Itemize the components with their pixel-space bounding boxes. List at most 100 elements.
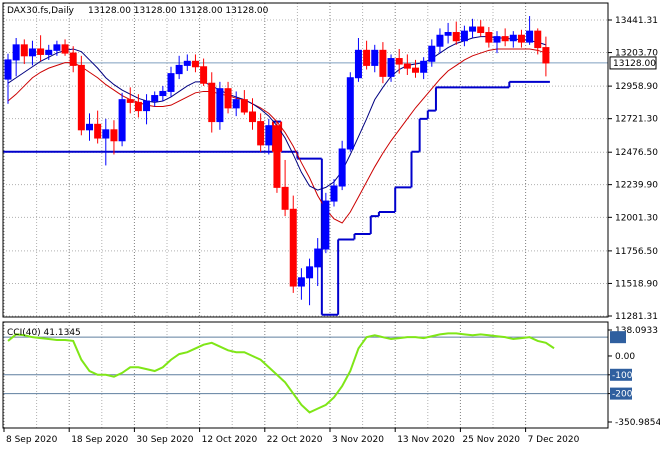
candle bbox=[306, 258, 314, 306]
candle bbox=[420, 57, 428, 80]
candle-body bbox=[126, 99, 134, 103]
candle bbox=[134, 94, 142, 118]
candle-body bbox=[77, 64, 85, 131]
candle bbox=[509, 31, 517, 48]
candle bbox=[249, 98, 256, 130]
candle-body bbox=[102, 129, 110, 139]
x-tick-label: 30 Sep 2020 bbox=[136, 435, 193, 445]
price-panel-frame bbox=[2, 2, 609, 318]
cci-y-tick-label: -200 bbox=[612, 390, 633, 400]
grid bbox=[3, 3, 608, 428]
current-price-label: 13128.00 bbox=[613, 59, 656, 69]
candle bbox=[191, 54, 199, 73]
candle bbox=[143, 94, 151, 125]
candle bbox=[69, 46, 77, 73]
candle-body bbox=[249, 111, 256, 123]
y-tick-label: 12721.30 bbox=[615, 115, 658, 125]
cci-y-tick-label: -100 bbox=[612, 371, 633, 381]
candle bbox=[526, 16, 534, 45]
x-tick-label: 7 Dec 2020 bbox=[528, 435, 580, 445]
candle bbox=[501, 28, 509, 47]
candle bbox=[460, 25, 468, 47]
candle bbox=[240, 90, 248, 115]
candle-body bbox=[403, 63, 411, 69]
y-tick-label: 12001.30 bbox=[615, 213, 658, 223]
candle-body bbox=[493, 36, 501, 43]
candle-body bbox=[542, 47, 550, 64]
candle-body bbox=[183, 60, 191, 66]
candle bbox=[281, 159, 289, 217]
candle-body bbox=[118, 99, 126, 142]
y-tick-label: 13203.70 bbox=[615, 49, 658, 59]
candle bbox=[200, 58, 208, 86]
candle-body bbox=[420, 60, 428, 73]
candle-body bbox=[395, 58, 403, 65]
candle-body bbox=[330, 185, 338, 202]
x-tick-label: 25 Nov 2020 bbox=[462, 435, 520, 445]
cci-level-tag bbox=[610, 387, 632, 400]
candle bbox=[436, 28, 444, 54]
candle-body bbox=[436, 34, 444, 47]
candle bbox=[118, 92, 126, 147]
current-price-tag: 13128.00 bbox=[609, 56, 657, 70]
cci-panel bbox=[3, 332, 608, 414]
candle-body bbox=[273, 125, 281, 188]
candle-body bbox=[224, 88, 232, 109]
candle bbox=[257, 113, 265, 152]
candle bbox=[403, 54, 411, 75]
candle bbox=[314, 238, 322, 287]
candle bbox=[224, 81, 232, 114]
candle bbox=[534, 28, 542, 55]
candle bbox=[175, 55, 183, 80]
candle bbox=[346, 72, 354, 152]
candle-body bbox=[346, 77, 354, 150]
x-tick-label: 3 Nov 2020 bbox=[332, 435, 384, 445]
candle-body bbox=[240, 99, 248, 113]
candle bbox=[232, 91, 240, 117]
candle bbox=[37, 35, 45, 62]
cci-y-tick-label: 138.0933 bbox=[615, 326, 658, 336]
candle bbox=[45, 44, 53, 60]
candle-body bbox=[12, 44, 20, 61]
ohlc-readout: 13128.00 13128.00 13128.00 13128.00 bbox=[88, 6, 269, 16]
candle bbox=[151, 91, 159, 107]
candle bbox=[126, 87, 134, 114]
y-tick-label: 12958.90 bbox=[615, 82, 658, 92]
candle-body bbox=[4, 59, 12, 80]
candle bbox=[517, 29, 525, 48]
trailing-stop-line bbox=[3, 80, 550, 316]
candle-body bbox=[53, 44, 61, 51]
candle bbox=[379, 42, 387, 84]
candle-body bbox=[412, 67, 419, 73]
candle-body bbox=[257, 121, 265, 146]
candle bbox=[61, 39, 69, 56]
candle-body bbox=[37, 48, 45, 55]
candle-body bbox=[265, 125, 273, 146]
cci-y-tick-label: -350.9854 bbox=[615, 418, 660, 428]
chart-title: DAX30.fs,Daily bbox=[7, 6, 75, 16]
cci-y-tick-label: 0.00 bbox=[615, 352, 635, 362]
candle-body bbox=[477, 26, 485, 34]
candle-body bbox=[460, 30, 468, 42]
candle-body bbox=[379, 49, 387, 77]
candle-body bbox=[428, 45, 436, 62]
candle-body bbox=[143, 100, 151, 112]
candle bbox=[363, 40, 371, 70]
candle bbox=[102, 118, 110, 166]
candle bbox=[485, 27, 493, 48]
candle bbox=[289, 195, 297, 293]
candle-body bbox=[200, 66, 208, 84]
candle-body bbox=[159, 90, 167, 97]
cci-title: CCI(40) 41.1345 bbox=[7, 328, 81, 338]
axes: 8 Sep 2020 18 Sep 2020 30 Sep 2020 12 Oct 2… bbox=[2, 2, 660, 445]
cci-level-tag bbox=[610, 368, 632, 381]
candle bbox=[452, 21, 460, 45]
candle-body bbox=[501, 36, 509, 42]
candle bbox=[477, 20, 485, 37]
x-tick-label: 18 Sep 2020 bbox=[71, 435, 128, 445]
candle-body bbox=[20, 44, 28, 57]
candle bbox=[110, 120, 118, 155]
candle-body bbox=[134, 101, 142, 112]
candle bbox=[330, 179, 338, 207]
